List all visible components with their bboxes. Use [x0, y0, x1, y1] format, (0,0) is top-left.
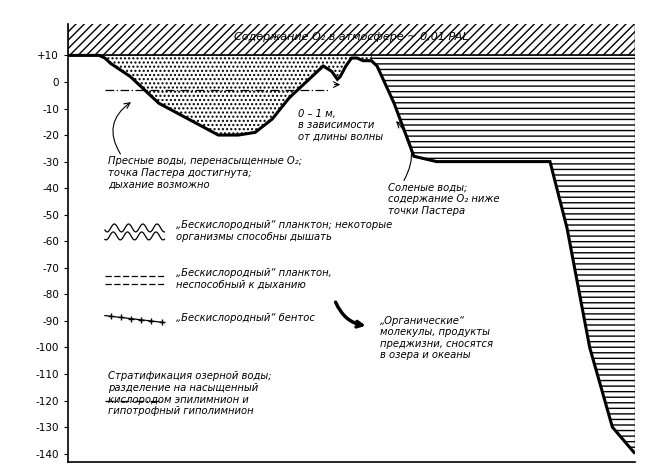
- Text: „Бескислородный“ планктон; некоторые
организмы способны дышать: „Бескислородный“ планктон; некоторые орг…: [176, 220, 392, 242]
- Text: „Бескислородный“ планктон,
неспособный к дыханию: „Бескислородный“ планктон, неспособный к…: [176, 268, 332, 289]
- Text: Содержание O₂ в атмосфере ~ 0,01 PAL: Содержание O₂ в атмосфере ~ 0,01 PAL: [234, 32, 469, 42]
- Text: Пресные воды, перенасыщенные O₂;
точка Пастера достигнута;
дыхание возможно: Пресные воды, перенасыщенные O₂; точка П…: [108, 156, 302, 189]
- Polygon shape: [371, 56, 635, 454]
- Text: „Органические“
молекулы, продукты
преджизни, сносятся
в озера и океаны: „Органические“ молекулы, продукты преджи…: [380, 316, 493, 360]
- Text: „Бескислородный“ бентос: „Бескислородный“ бентос: [176, 313, 315, 323]
- Polygon shape: [99, 56, 371, 135]
- Text: Стратификация озерной воды;
разделение на насыщенный
кислородом эпилимнион и
гип: Стратификация озерной воды; разделение н…: [108, 371, 272, 416]
- Polygon shape: [68, 24, 635, 454]
- Text: Соленые воды;
содержание O₂ ниже
точки Пастера: Соленые воды; содержание O₂ ниже точки П…: [388, 183, 500, 216]
- Text: 0 – 1 м,
в зависимости
от длины волны: 0 – 1 м, в зависимости от длины волны: [297, 108, 383, 142]
